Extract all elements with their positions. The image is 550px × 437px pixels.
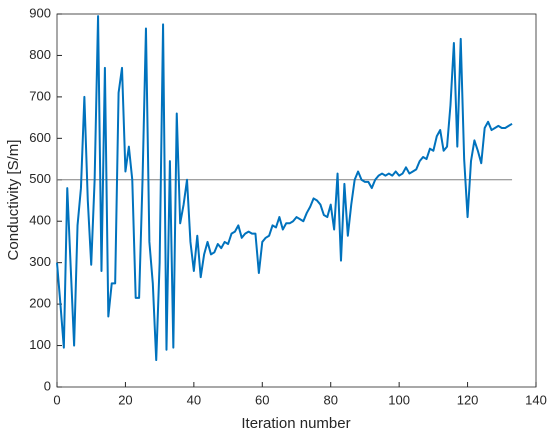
y-tick-label: 300 [29, 254, 51, 269]
x-tick-label: 80 [323, 392, 337, 407]
y-tick-label: 0 [44, 378, 51, 393]
y-tick-label: 400 [29, 213, 51, 228]
x-tick-label: 120 [457, 392, 479, 407]
x-tick-label: 60 [255, 392, 269, 407]
y-axis-title: Conductivity [S/m] [5, 140, 22, 261]
x-tick-label: 40 [187, 392, 201, 407]
y-tick-label: 100 [29, 337, 51, 352]
x-axis-title: Iteration number [241, 415, 350, 432]
y-tick-label: 900 [29, 5, 51, 20]
y-tick-label: 200 [29, 296, 51, 311]
y-tick-label: 500 [29, 171, 51, 186]
data-line [56, 15, 513, 362]
x-tick-label: 20 [118, 392, 132, 407]
y-tick-label: 700 [29, 88, 51, 103]
x-tick-label: 0 [53, 392, 60, 407]
x-tick-label: 140 [525, 392, 547, 407]
plot-frame [56, 13, 537, 388]
y-tick-label: 600 [29, 130, 51, 145]
x-tick-label: 100 [388, 392, 410, 407]
y-tick-label: 800 [29, 47, 51, 62]
